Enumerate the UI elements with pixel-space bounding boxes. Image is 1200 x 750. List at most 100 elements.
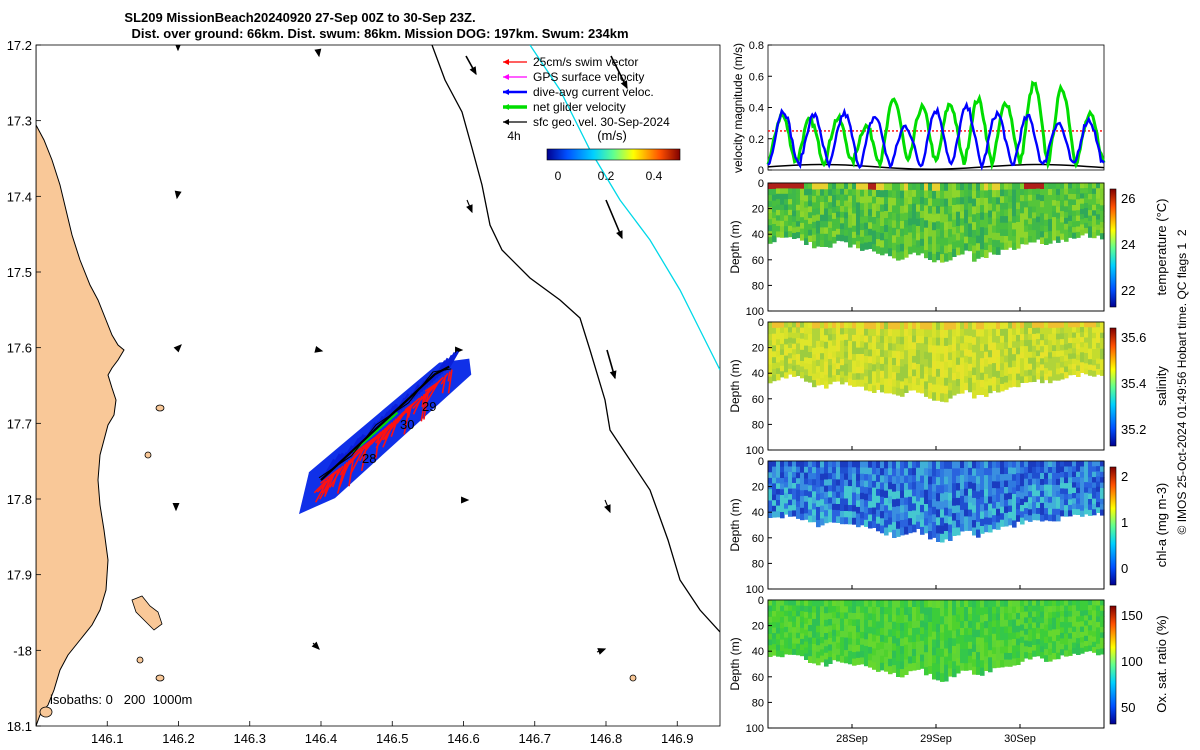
section-cell bbox=[796, 364, 801, 371]
section-cell bbox=[972, 490, 977, 499]
section-cell bbox=[1032, 345, 1037, 353]
section-cell bbox=[796, 616, 801, 623]
section-cell bbox=[1032, 600, 1037, 607]
section-cell bbox=[892, 190, 897, 199]
section-cell bbox=[1040, 479, 1045, 486]
section-cell bbox=[1072, 205, 1077, 212]
section-cell bbox=[1064, 644, 1069, 651]
section-cell bbox=[952, 351, 957, 359]
section-cell bbox=[1052, 351, 1057, 358]
section-cell bbox=[864, 376, 869, 384]
section-cell bbox=[1024, 502, 1029, 509]
section-cell bbox=[1076, 493, 1081, 499]
section-cell bbox=[864, 322, 869, 330]
section-cell bbox=[1092, 204, 1097, 211]
section-cell bbox=[916, 641, 921, 650]
section-cell bbox=[872, 217, 877, 225]
section-cell bbox=[864, 632, 869, 640]
geo-arrow-head bbox=[469, 66, 477, 76]
colorbar-tick-label: 1 bbox=[1121, 515, 1128, 530]
section-cell bbox=[928, 198, 933, 207]
section-cell bbox=[1080, 342, 1085, 348]
section-cell bbox=[860, 373, 865, 381]
section-cell bbox=[788, 231, 793, 238]
section-cell bbox=[988, 510, 993, 519]
section-cell bbox=[1028, 345, 1033, 353]
section-cell bbox=[848, 600, 853, 607]
section-cell bbox=[1088, 625, 1093, 631]
section-cell bbox=[1068, 644, 1073, 651]
section-cell bbox=[1000, 363, 1005, 371]
section-cell bbox=[872, 500, 877, 508]
section-cell bbox=[788, 363, 793, 370]
section-cell bbox=[1052, 514, 1057, 522]
section-cell bbox=[936, 190, 941, 199]
section-cell bbox=[1040, 617, 1045, 624]
section-cell bbox=[1000, 229, 1005, 237]
section-cell bbox=[884, 512, 889, 521]
section-cell bbox=[900, 228, 905, 237]
section-cell bbox=[824, 652, 829, 660]
section-cell bbox=[824, 189, 829, 197]
section-cell bbox=[824, 328, 829, 336]
section-cell bbox=[868, 322, 873, 330]
section-cell bbox=[840, 612, 845, 620]
section-cell bbox=[948, 532, 953, 541]
section-cell bbox=[836, 624, 841, 632]
section-cell bbox=[1016, 196, 1021, 204]
section-cell bbox=[1060, 632, 1065, 639]
section-cell bbox=[940, 608, 945, 617]
section-cell bbox=[1072, 322, 1077, 328]
section-cell bbox=[944, 461, 949, 470]
section-cell bbox=[980, 212, 985, 221]
section-cell bbox=[888, 517, 893, 526]
section-cell bbox=[872, 655, 877, 663]
section-cell bbox=[916, 322, 921, 330]
section-cell bbox=[908, 383, 913, 391]
section-cell bbox=[948, 367, 953, 376]
section-cell bbox=[968, 509, 973, 518]
section-cell bbox=[796, 643, 801, 650]
section-cell bbox=[1088, 471, 1093, 478]
section-cell bbox=[868, 487, 873, 496]
section-cell bbox=[796, 632, 801, 639]
section-cell bbox=[860, 379, 865, 387]
section-cell bbox=[1052, 217, 1057, 224]
section-cell bbox=[912, 600, 917, 608]
section-cell bbox=[840, 234, 845, 242]
section-cell bbox=[1024, 376, 1029, 383]
section-cell bbox=[824, 214, 829, 222]
section-cell bbox=[1032, 611, 1037, 618]
section-cell bbox=[984, 482, 989, 490]
section-cell bbox=[1072, 353, 1077, 360]
section-cell bbox=[1100, 482, 1105, 489]
section-cell bbox=[956, 379, 961, 387]
section-cell bbox=[1040, 600, 1045, 607]
section-cell bbox=[976, 329, 981, 337]
section-cell bbox=[1028, 623, 1033, 631]
section-cell bbox=[1092, 503, 1097, 510]
section-cell bbox=[872, 183, 877, 191]
section-cell bbox=[884, 322, 889, 330]
section-cell bbox=[972, 505, 977, 514]
section-cell bbox=[784, 492, 789, 499]
section-cell bbox=[876, 650, 881, 658]
section-cell bbox=[1032, 327, 1037, 335]
section-cell bbox=[996, 349, 1001, 358]
section-cell bbox=[952, 183, 957, 191]
section-cell bbox=[792, 322, 797, 328]
section-cell bbox=[892, 522, 897, 531]
section-cell bbox=[1056, 490, 1061, 498]
section-cell bbox=[936, 244, 941, 253]
legend-label: dive-avg current veloc. bbox=[533, 85, 654, 99]
section-cell bbox=[836, 516, 841, 523]
section-cell bbox=[876, 461, 881, 469]
section-cell bbox=[928, 622, 933, 630]
section-cell bbox=[1100, 632, 1105, 639]
section-cell bbox=[916, 364, 921, 372]
section-cell bbox=[1020, 498, 1025, 506]
section-cell bbox=[884, 635, 889, 644]
section-cell bbox=[944, 190, 949, 200]
section-cell bbox=[868, 202, 873, 210]
